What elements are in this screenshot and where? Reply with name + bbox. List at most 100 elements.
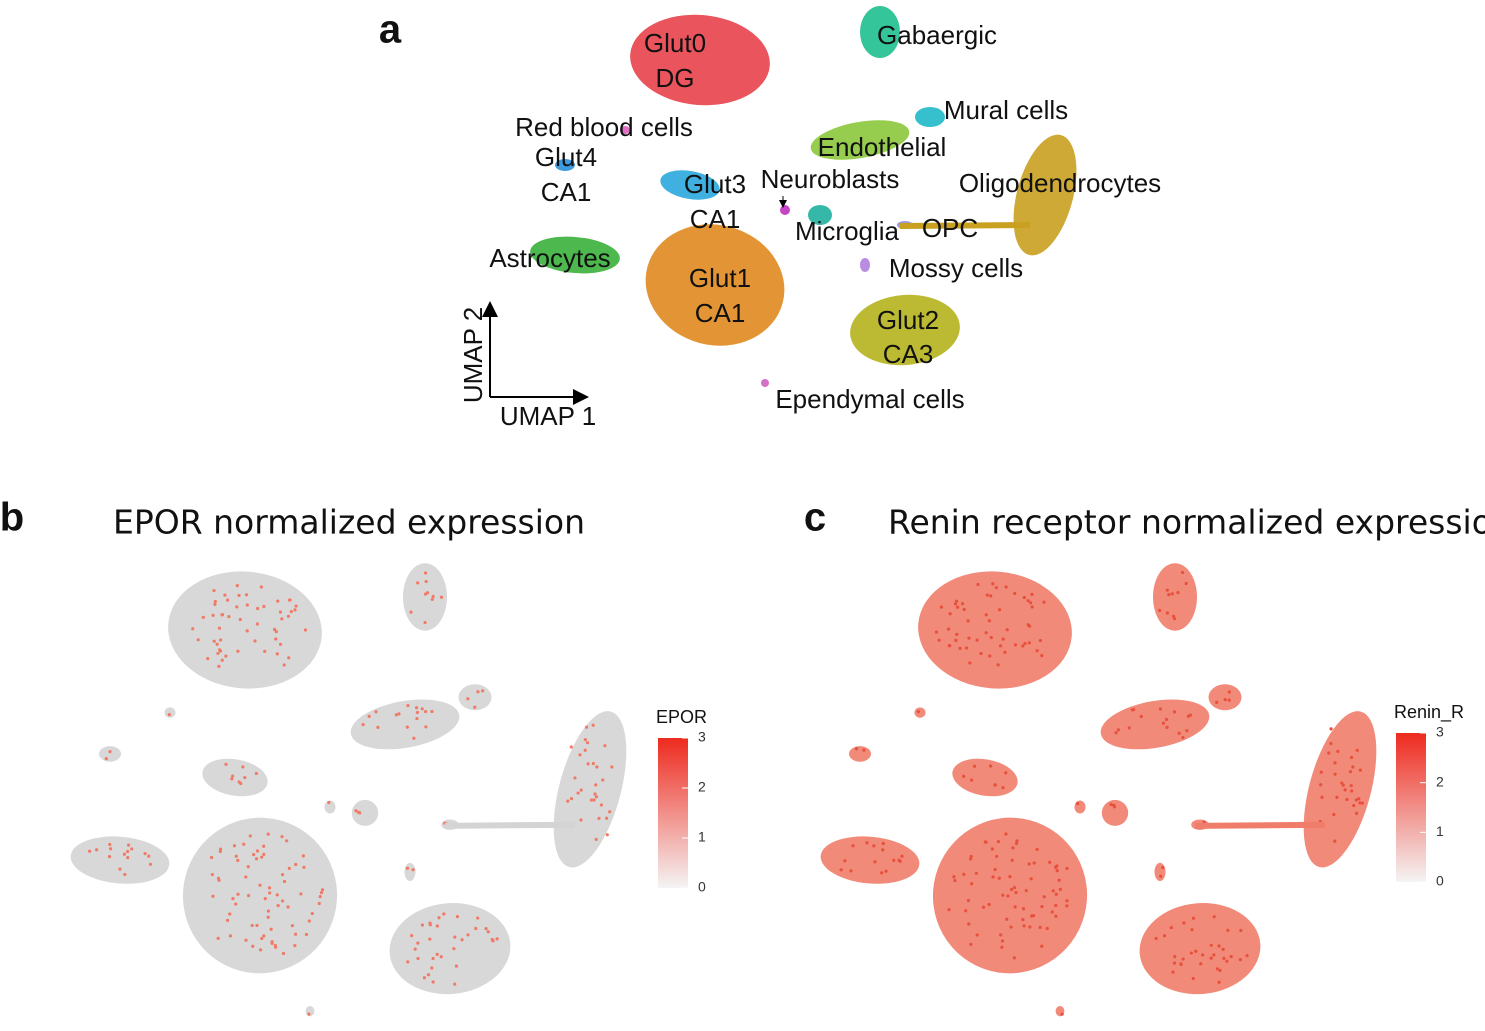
cell-dot	[969, 854, 973, 859]
cell-dot	[108, 750, 112, 754]
cell-dot	[224, 762, 228, 766]
cell-dot	[1215, 967, 1220, 971]
cell-dot	[1035, 649, 1039, 653]
cell-dot	[975, 638, 979, 642]
cell-dot	[1181, 957, 1185, 961]
cell-dot	[997, 608, 1002, 612]
cell-dot	[107, 855, 112, 859]
cell-dot	[989, 594, 993, 598]
cell-dot	[1014, 841, 1019, 846]
cell-dot	[1050, 910, 1054, 914]
cell-dot	[1012, 885, 1017, 890]
cell-dot	[1139, 714, 1143, 719]
cell-dot	[573, 776, 577, 780]
cell-dot	[1054, 865, 1058, 869]
cell-dot	[594, 837, 598, 842]
cell-dot	[1042, 895, 1046, 899]
cell-dot	[234, 854, 238, 858]
cell-cluster	[530, 236, 620, 274]
cell-dot	[1190, 928, 1194, 932]
cell-cluster	[1153, 563, 1197, 631]
cell-dot	[1209, 956, 1213, 960]
cell-dot	[212, 588, 216, 593]
colorbar-tick-label: 1	[698, 829, 706, 845]
cell-dot	[327, 800, 331, 805]
cell-dot	[452, 947, 456, 951]
cell-dot	[255, 622, 260, 626]
cell-dot	[1023, 641, 1027, 646]
cell-dot	[1191, 976, 1195, 981]
cell-dot	[435, 924, 439, 928]
cell-cluster	[630, 14, 770, 106]
cell-dot	[1336, 749, 1340, 753]
cell-dot	[242, 842, 246, 846]
cell-dot	[251, 944, 255, 948]
cell-cluster	[860, 258, 870, 272]
cell-dot	[88, 849, 92, 853]
cell-dot	[1354, 811, 1359, 815]
cell-cluster	[761, 379, 769, 387]
cell-dot	[294, 604, 298, 608]
panel-c: c Renin receptor normalized expression Ren…	[804, 496, 1485, 1017]
cluster-label: Glut3	[684, 169, 746, 199]
cell-dot	[272, 627, 277, 632]
cluster-label: Oligodendrocytes	[959, 168, 1161, 198]
cell-dot	[1333, 772, 1337, 776]
cell-dot	[851, 844, 855, 848]
cell-dot	[1065, 899, 1069, 903]
cell-dot	[1172, 961, 1177, 965]
cell-dot	[430, 709, 434, 714]
cell-dot	[1004, 585, 1008, 589]
cell-dot	[1027, 862, 1031, 866]
cell-dot	[406, 960, 410, 964]
cell-dot	[423, 571, 428, 575]
cell-dot	[405, 725, 409, 729]
colorbar-tick-label: 2	[698, 779, 706, 795]
cell-cluster	[918, 571, 1072, 689]
cell-dot	[278, 610, 283, 614]
cell-dot	[270, 941, 274, 946]
cell-dot	[430, 966, 434, 970]
cell-dot	[196, 638, 200, 642]
cell-dot	[466, 933, 470, 937]
cell-dot	[397, 712, 401, 716]
cell-dot	[262, 844, 266, 848]
cell-dot	[280, 873, 285, 877]
cell-dot	[423, 620, 427, 625]
cell-dot	[1341, 783, 1345, 787]
cell-dot	[1154, 936, 1158, 941]
cell-dot	[437, 916, 441, 920]
cell-dot	[948, 644, 952, 648]
cell-dot	[1009, 925, 1013, 929]
colorbar-tick-label: 0	[1436, 873, 1444, 889]
axis-label: UMAP 2	[458, 307, 488, 403]
cell-cluster	[202, 758, 268, 797]
cell-dot	[1057, 878, 1061, 882]
cell-dot	[216, 651, 220, 656]
cell-dot	[307, 919, 311, 923]
cell-dot	[218, 847, 223, 851]
cell-dot	[1199, 962, 1203, 966]
cell-dot	[1027, 624, 1032, 628]
cell-dot	[259, 585, 263, 589]
cell-dot	[1030, 592, 1034, 597]
cell-dot	[287, 866, 291, 870]
colorbar-tick-label: 3	[698, 729, 706, 745]
cell-dot	[995, 854, 999, 859]
cell-dot	[318, 895, 322, 899]
cell-cluster	[389, 903, 511, 995]
cell-dot	[993, 783, 997, 787]
cell-dot	[981, 905, 986, 909]
cell-dot	[1000, 945, 1004, 949]
cell-dot	[1188, 713, 1193, 717]
cell-dot	[1238, 958, 1243, 962]
cell-cluster	[932, 817, 1088, 974]
cell-dot	[206, 656, 210, 661]
cell-dot	[916, 710, 921, 714]
cell-dot	[236, 892, 240, 896]
cell-dot	[1169, 926, 1173, 930]
cell-dot	[1109, 802, 1113, 807]
cell-dot	[1054, 903, 1058, 908]
cell-dot	[1114, 731, 1118, 735]
